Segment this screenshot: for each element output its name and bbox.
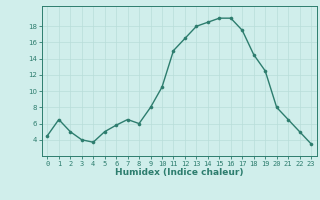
X-axis label: Humidex (Indice chaleur): Humidex (Indice chaleur) [115,168,244,177]
